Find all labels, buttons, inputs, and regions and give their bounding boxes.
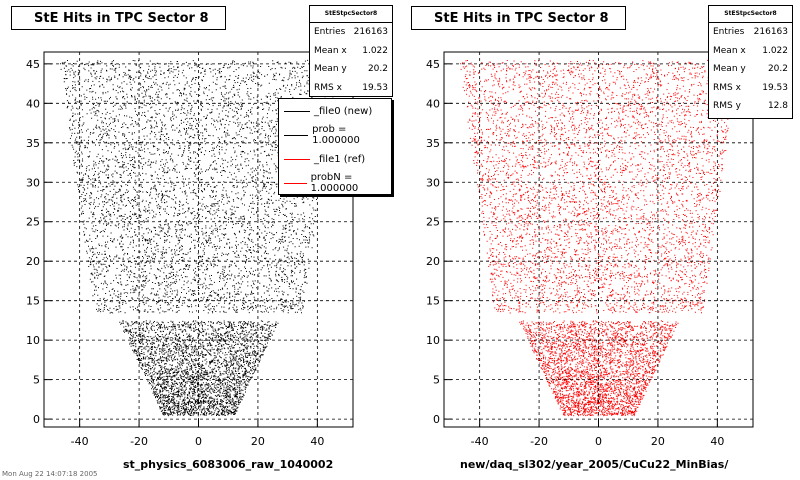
- right-x-tick-label: 20: [651, 435, 665, 448]
- right-panel: -40 -20 0 20 40 0 5 10 15 20 25 30 35 40 45: [426, 51, 754, 448]
- left-y-tick-label: 35: [26, 137, 40, 150]
- left-stats-mean-y: Mean y 20.2: [314, 64, 388, 75]
- left-y-tick-label: 30: [26, 176, 40, 189]
- right-y-tick-label: 10: [426, 334, 440, 347]
- left-x-tick-label: 40: [310, 435, 324, 448]
- right-y-tick-label: 40: [426, 97, 440, 110]
- left-y-tick-label: 0: [33, 413, 40, 426]
- legend-line-black: [284, 134, 309, 136]
- right-hit-points: [460, 59, 738, 417]
- left-hit-points: [60, 59, 336, 417]
- right-x-tick-label: -40: [471, 435, 489, 448]
- right-chart-title: StE Hits in TPC Sector 8: [411, 6, 626, 30]
- legend-line-black: [284, 110, 310, 112]
- left-x-tick-label: 0: [195, 435, 202, 448]
- legend-entry-file0: _file0 (new): [279, 99, 391, 123]
- right-y-tick-label: 20: [426, 255, 440, 268]
- left-stats-entries: Entries 216163: [314, 27, 388, 37]
- right-stats-rms-y: RMS y 12.8: [713, 101, 788, 112]
- left-stats-rms-x: RMS x 19.53: [314, 82, 388, 93]
- legend-entry-file1: _file1 (ref): [279, 147, 391, 171]
- left-chart-title: StE Hits in TPC Sector 8: [11, 6, 226, 30]
- legend-line-red: [284, 158, 310, 160]
- left-y-tick-label: 40: [26, 97, 40, 110]
- right-hit-cloud: [460, 59, 738, 417]
- right-y-tick-label: 15: [426, 295, 440, 308]
- right-y-tick-label: 30: [426, 176, 440, 189]
- left-y-tick-label: 20: [26, 255, 40, 268]
- legend-line-red: [284, 182, 307, 184]
- right-y-tick-label: 25: [426, 216, 440, 229]
- left-panel: -40 -20 0 20 40 0 5 10 15 20 25 30 35 40 45: [26, 51, 354, 448]
- left-x-tick-label: -20: [130, 435, 148, 448]
- legend-entry-prob: prob = 1.000000: [279, 123, 391, 147]
- right-y-tick-label: 45: [426, 58, 440, 71]
- left-x-tick-label: 20: [251, 435, 265, 448]
- right-y-tick-label: 0: [433, 413, 440, 426]
- right-x-tick-label: 40: [710, 435, 724, 448]
- right-stats-mean-y: Mean y 20.2: [713, 64, 788, 75]
- right-y-tick-label: 5: [433, 374, 440, 387]
- legend-box[interactable]: _file0 (new) prob = 1.000000 _file1 (ref…: [278, 98, 392, 195]
- right-stats-mean-x: Mean x 1.022: [713, 45, 788, 56]
- left-stats-mean-x: Mean x 1.022: [314, 45, 388, 56]
- left-y-tick-label: 25: [26, 216, 40, 229]
- right-y-tick-label: 35: [426, 137, 440, 150]
- right-x-tick-label: -20: [530, 435, 548, 448]
- left-x-axis-title: st_physics_6083006_raw_1040002: [123, 458, 334, 471]
- left-stats-name: StEStpcSector8: [310, 6, 392, 23]
- footer-timestamp: Mon Aug 22 14:07:18 2005: [2, 470, 98, 478]
- left-y-tick-label: 5: [33, 374, 40, 387]
- left-y-tick-label: 15: [26, 295, 40, 308]
- left-hit-cloud: [60, 59, 336, 417]
- right-stats-box[interactable]: StEStpcSector8 Entries 216163 Mean x 1.022…: [708, 5, 793, 119]
- right-x-tick-label: 0: [595, 435, 602, 448]
- left-stats-box[interactable]: StEStpcSector8 Entries 216163 Mean x 1.022…: [309, 5, 393, 97]
- left-y-tick-label: 45: [26, 58, 40, 71]
- right-stats-entries: Entries 216163: [713, 27, 788, 37]
- right-stats-rms-x: RMS x 19.53: [713, 82, 788, 93]
- left-y-tick-label: 10: [26, 334, 40, 347]
- legend-entry-probN: probN = 1.000000: [279, 171, 391, 194]
- right-stats-name: StEStpcSector8: [709, 6, 792, 23]
- left-x-tick-label: -40: [71, 435, 89, 448]
- right-x-axis-title: new/daq_sl302/year_2005/CuCu22_MinBias/: [460, 458, 729, 471]
